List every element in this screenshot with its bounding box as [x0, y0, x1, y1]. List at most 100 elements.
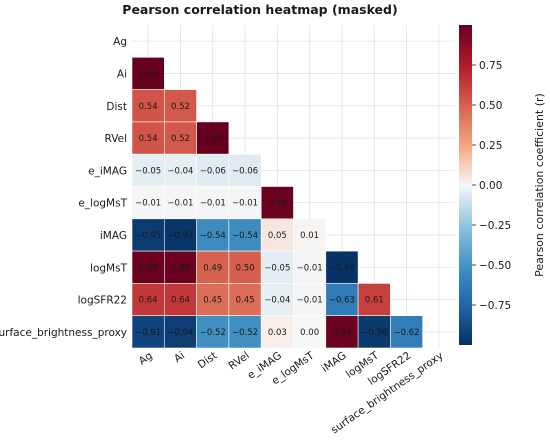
heatmap-cell: [260, 283, 294, 316]
colorbar-label: Pearson correlation coefficient (r): [533, 93, 546, 277]
heatmap-cell: [228, 153, 262, 187]
cell-value-label: −0.62: [394, 328, 420, 338]
cell-value-label: 0.50: [236, 263, 255, 273]
cell-value-label: 0.54: [139, 102, 158, 112]
colorbar-ticks: 0.75 0.50 0.25 0.00 −0.25 −0.50 −0.75: [472, 60, 511, 312]
heatmap-cells: 1.000.54 0.520.54 0.52 1.00−0.05 −0.04 −0.06−…: [131, 56, 423, 349]
cell-value-label: 0.45: [203, 296, 222, 306]
y-tick-label: logSFR22: [78, 295, 127, 307]
colorbar-tick-label: −0.75: [479, 300, 511, 312]
cell-value-label: −0.01: [232, 199, 258, 209]
cell-value-label: −0.98: [329, 263, 355, 273]
heatmap-cell: [164, 121, 197, 155]
cell-value-label: −0.54: [200, 231, 226, 241]
cell-value-label: −0.01: [200, 199, 226, 209]
colorbar: [459, 25, 472, 345]
heatmap-cell: [131, 283, 165, 316]
cell-value-label: −0.97: [167, 231, 193, 241]
heatmap-cell: [260, 315, 294, 349]
cell-value-label: 0.98: [171, 263, 190, 273]
cell-value-label: 1.00: [203, 134, 222, 144]
cell-value-label: −0.06: [200, 166, 226, 176]
y-tick-label: iMAG: [100, 230, 127, 242]
cell-value-label: 0.52: [171, 102, 190, 112]
colorbar-tick-label: 0.25: [479, 140, 502, 152]
x-tick-label: Ag: [137, 350, 155, 368]
cell-value-label: 0.61: [365, 296, 384, 306]
heatmap-cell: [260, 218, 294, 252]
cell-value-label: −0.06: [232, 166, 258, 176]
cell-value-label: −0.01: [297, 263, 323, 273]
cell-value-label: 0.54: [139, 134, 158, 144]
heatmap-cell: [325, 315, 359, 349]
heatmap-cell: [131, 56, 165, 90]
heatmap-cell: [164, 283, 197, 316]
cell-value-label: −0.96: [361, 328, 387, 338]
heatmap-cell: [164, 186, 197, 220]
cell-value-label: −0.91: [135, 328, 161, 338]
cell-value-label: −0.01: [135, 199, 161, 209]
y-tick-label: Ai: [117, 68, 127, 80]
cell-value-label: −0.04: [167, 166, 193, 176]
cell-value-label: −0.01: [297, 296, 323, 306]
cell-value-label: −0.54: [232, 231, 258, 241]
cell-value-label: 0.52: [171, 134, 190, 144]
heatmap-cell: [228, 250, 262, 284]
cell-value-label: −0.52: [200, 328, 226, 338]
y-tick-labels: Ag Ai Dist RVel e_iMAG e_logMsT iMAG logMsT logS…: [0, 36, 128, 339]
y-tick-label: Ag: [113, 36, 127, 48]
cell-value-label: −0.04: [264, 296, 290, 306]
colorbar-tick-label: −0.50: [479, 260, 511, 272]
cell-value-label: −0.05: [135, 166, 161, 176]
heatmap-cell: [131, 250, 165, 284]
y-tick-label: RVel: [105, 133, 127, 145]
cell-value-label: −0.95: [135, 231, 161, 241]
heatmap-cell: [293, 218, 327, 252]
cell-value-label: 0.05: [268, 231, 287, 241]
cell-value-label: 0.99: [268, 199, 287, 209]
y-tick-label: logMsT: [90, 262, 128, 274]
heatmap-cell: [196, 315, 230, 349]
y-tick-label: e_iMAG: [88, 165, 127, 177]
y-tick-label: surface_brightness_proxy: [0, 327, 127, 339]
colorbar-tick-label: 0.00: [479, 180, 502, 192]
x-tick-label: Dist: [196, 350, 220, 372]
cell-value-label: −0.01: [167, 199, 193, 209]
cell-value-label: 0.98: [332, 328, 351, 338]
cell-value-label: 0.45: [236, 296, 255, 306]
heatmap-cell: [131, 121, 165, 155]
heatmap-cell: [164, 250, 197, 284]
x-tick-label: Ai: [172, 350, 187, 366]
heatmap-cell: [228, 218, 262, 252]
y-tick-label: e_logMsT: [78, 198, 127, 210]
heatmap-cell: [196, 121, 230, 155]
heatmap-cell: [131, 315, 165, 349]
chart-title: Pearson correlation heatmap (masked): [122, 2, 397, 17]
cell-value-label: 0.03: [268, 328, 287, 338]
cell-value-label: 0.00: [300, 328, 319, 338]
cell-value-label: −0.05: [264, 263, 290, 273]
cell-value-label: 0.99: [139, 263, 158, 273]
cell-value-label: 1.00: [139, 69, 158, 79]
heatmap-cell: [260, 186, 294, 220]
colorbar-tick-label: 0.50: [479, 100, 502, 112]
colorbar-tick-label: 0.75: [479, 60, 502, 72]
heatmap-cell: [196, 283, 230, 316]
cell-value-label: 0.49: [203, 263, 222, 273]
y-tick-label: Dist: [106, 101, 127, 113]
cell-value-label: 0.01: [300, 231, 319, 241]
cell-value-label: −0.63: [329, 296, 355, 306]
heatmap-cell: [390, 315, 423, 349]
heatmap-cell: [357, 315, 391, 349]
cell-value-label: −0.52: [232, 328, 258, 338]
cell-value-label: 0.64: [171, 296, 190, 306]
cell-value-label: −0.94: [167, 328, 193, 338]
heatmap-cell: [228, 283, 262, 316]
cell-value-label: 0.64: [139, 296, 158, 306]
colorbar-tick-label: −0.25: [479, 220, 511, 232]
heatmap-cell: [293, 250, 327, 284]
heatmap-cell: [196, 153, 230, 187]
heatmap-cell: [196, 186, 230, 220]
